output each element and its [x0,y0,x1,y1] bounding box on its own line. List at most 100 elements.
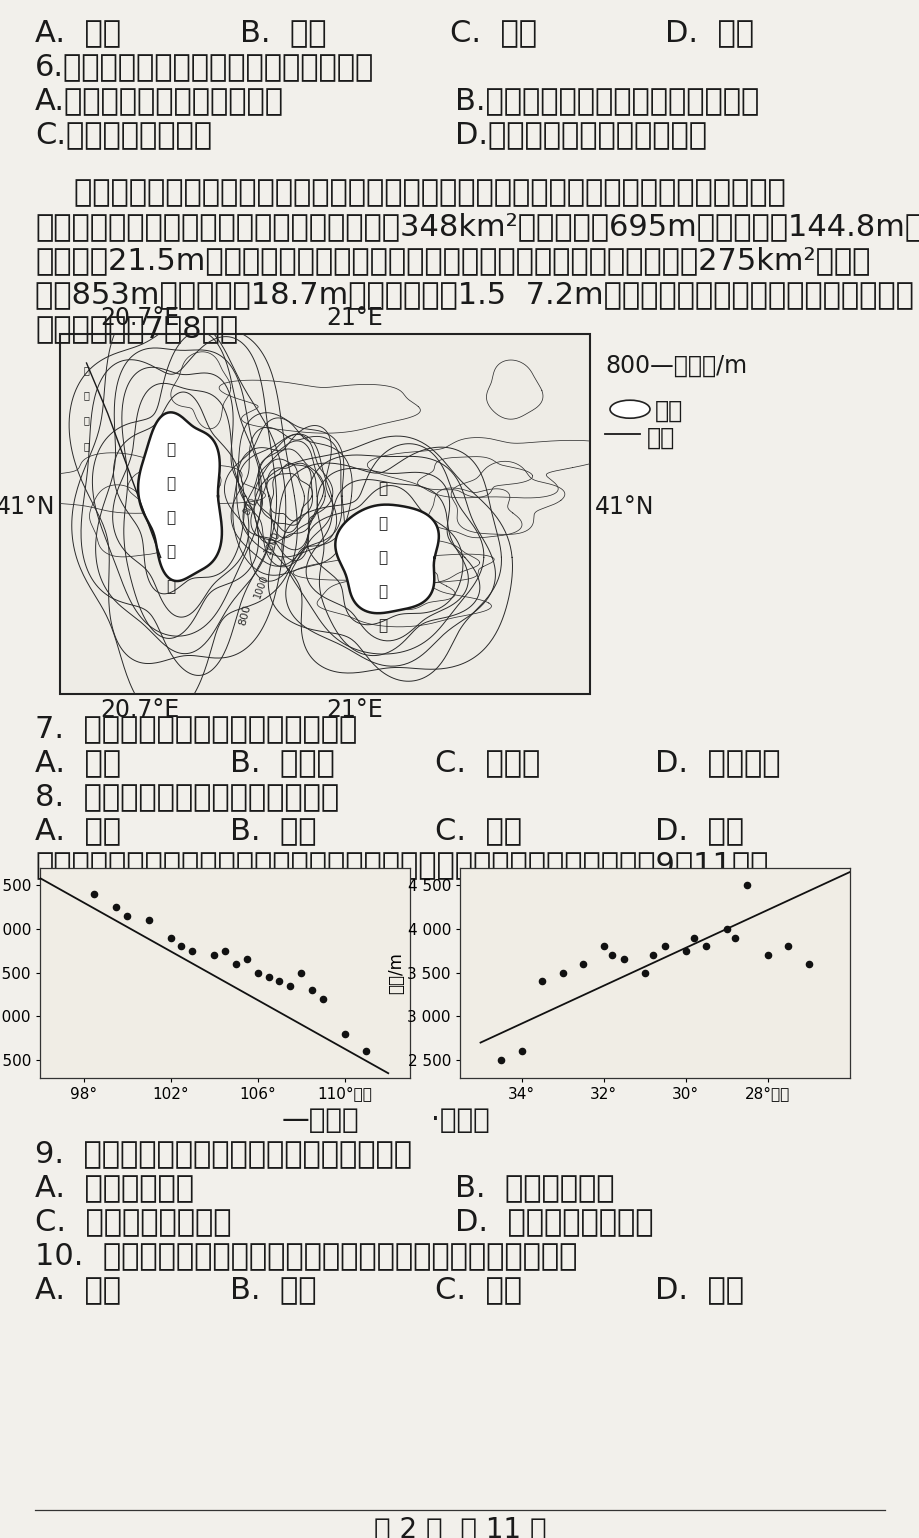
Point [657,934,672,958]
Point [800,952,815,977]
Text: D.山脉断裂，断裂处形成河流: D.山脉断裂，断裂处形成河流 [455,120,706,149]
Point [119,903,134,927]
Text: 21°E: 21°E [326,306,383,331]
Text: 1000: 1000 [252,574,270,600]
Text: B.  自南向北增高: B. 自南向北增高 [455,1173,614,1203]
Point [315,986,330,1010]
Point [142,907,156,932]
Text: 普: 普 [379,481,388,497]
Point [637,960,652,984]
Point [358,1040,373,1064]
Point [108,895,123,920]
Text: 湖泊: 湖泊 [654,400,683,423]
Point [304,978,319,1003]
Point [555,960,570,984]
Point [616,947,630,972]
Text: 湖: 湖 [379,618,388,634]
Text: 流: 流 [84,415,89,426]
Text: 奥: 奥 [166,441,176,457]
Text: A.  自西向东增高: A. 自西向东增高 [35,1173,194,1203]
Text: 21°E: 21°E [326,698,383,723]
Text: D.  丁地: D. 丁地 [664,18,754,48]
Text: A.  降水: A. 降水 [35,1275,121,1304]
Text: 德: 德 [166,544,176,560]
Text: 丰。据此完成7～8题。: 丰。据此完成7～8题。 [35,314,238,343]
Text: 1000: 1000 [262,529,281,557]
Text: 下图为我国局部地区针叶林最大分布高度的经向和纬向分布示意图。据此完成9～11题。: 下图为我国局部地区针叶林最大分布高度的经向和纬向分布示意图。据此完成9～11题。 [35,851,767,880]
Text: C.  丙地: C. 丙地 [449,18,537,48]
Text: A.  水温: A. 水温 [35,817,121,846]
Text: D.  自西北向东南增高: D. 自西北向东南增高 [455,1207,652,1237]
Text: 8.  导致两湖渔产差异的主要因素是: 8. 导致两湖渔产差异的主要因素是 [35,783,339,812]
Text: 河: 河 [84,365,89,375]
Point [677,938,692,963]
Point [780,934,795,958]
Text: 第 2 页  共 11 页: 第 2 页 共 11 页 [373,1516,546,1538]
Point [686,926,700,950]
Text: A.  甲地: A. 甲地 [35,18,121,48]
Point [163,926,177,950]
Point [575,952,590,977]
Text: 水透明度21.5m，是欧洲透明度最高的湖泊，渔产不甚丰富；普雷斯帕湖面积275km²，湖面: 水透明度21.5m，是欧洲透明度最高的湖泊，渔产不甚丰富；普雷斯帕湖面积275k… [35,246,869,275]
Text: D.  海拔: D. 海拔 [654,1275,743,1304]
Point [272,969,287,994]
Point [727,926,742,950]
Text: D.  冰雪融水: D. 冰雪融水 [654,749,779,778]
Point [645,943,660,967]
Polygon shape [138,412,221,581]
Text: 9.  该地区针叶林最大分布高度的变化趋势是: 9. 该地区针叶林最大分布高度的变化趋势是 [35,1140,412,1169]
Text: 800: 800 [242,497,259,517]
Text: B.  热量: B. 热量 [230,1275,316,1304]
Point [494,1047,508,1072]
Point [185,938,199,963]
Text: 湖: 湖 [166,578,176,594]
Text: 河流: 河流 [646,426,675,451]
Text: 20.7°E: 20.7°E [100,306,179,331]
Point [87,881,102,906]
Point [293,960,308,984]
Point [514,1040,528,1064]
Text: ·实测值: ·实测值 [430,1106,489,1134]
Text: 800: 800 [238,603,253,626]
Text: 的加利奇察山相邻（下图）。奥赫里德湖面积348km²；湖面海拔695m，平均深度144.8m，湖: 的加利奇察山相邻（下图）。奥赫里德湖面积348km²；湖面海拔695m，平均深度… [35,212,919,241]
Text: 向: 向 [84,441,89,451]
Point [604,943,618,967]
Text: 里: 里 [166,511,176,526]
Text: —趋势线: —趋势线 [281,1106,358,1134]
Text: 海拔853m，平均深度18.7m，湖水透明度1.5  7.2m，透明度湖心最大、近岸较小，渔产颇: 海拔853m，平均深度18.7m，湖水透明度1.5 7.2m，透明度湖心最大、近… [35,280,913,309]
Text: B.河流改道，山与山脉平行改为穿行: B.河流改道，山与山脉平行改为穿行 [455,86,758,115]
Text: C.  水量: C. 水量 [435,817,521,846]
Y-axis label: 海拔/m: 海拔/m [386,952,404,994]
Point [596,934,610,958]
Text: D.  水质: D. 水质 [654,817,743,846]
Text: A.河流侵蚀，逐步将山脉切开: A.河流侵蚀，逐步将山脉切开 [35,86,284,115]
Point [239,947,254,972]
Point [698,934,713,958]
Text: 800—等高线/m: 800—等高线/m [605,354,746,378]
Text: 10.  影响该地区针叶林最大分布高度纬向变化趋势的主要因素是: 10. 影响该地区针叶林最大分布高度纬向变化趋势的主要因素是 [35,1241,577,1270]
Text: 流: 流 [84,391,89,400]
Point [218,938,233,963]
Point [174,934,188,958]
Text: B.  水深: B. 水深 [230,817,316,846]
Point [261,964,276,989]
Text: 6.河流穿过平行的背斜山脉的原因可能是: 6.河流穿过平行的背斜山脉的原因可能是 [35,52,374,82]
Text: 斯: 斯 [379,551,388,564]
Text: C.  自东北向西南增高: C. 自东北向西南增高 [35,1207,232,1237]
Point [534,969,549,994]
Point [760,943,775,967]
Point [739,872,754,897]
Text: 赫: 赫 [166,477,176,491]
Point [250,960,265,984]
Text: 20.7°E: 20.7°E [100,698,179,723]
Text: 7.  奥赫里德湖湖水的主要补给来源是: 7. 奥赫里德湖湖水的主要补给来源是 [35,715,357,743]
Point [207,943,221,967]
Text: 雷: 雷 [379,515,388,531]
Text: A.  雨水: A. 雨水 [35,749,121,778]
Polygon shape [335,504,438,614]
Point [228,952,243,977]
Text: C.  坡向: C. 坡向 [435,1275,521,1304]
Text: C.河流先于褶皱形成: C.河流先于褶皱形成 [35,120,211,149]
Point [283,974,298,998]
Text: 41°N: 41°N [0,495,55,518]
